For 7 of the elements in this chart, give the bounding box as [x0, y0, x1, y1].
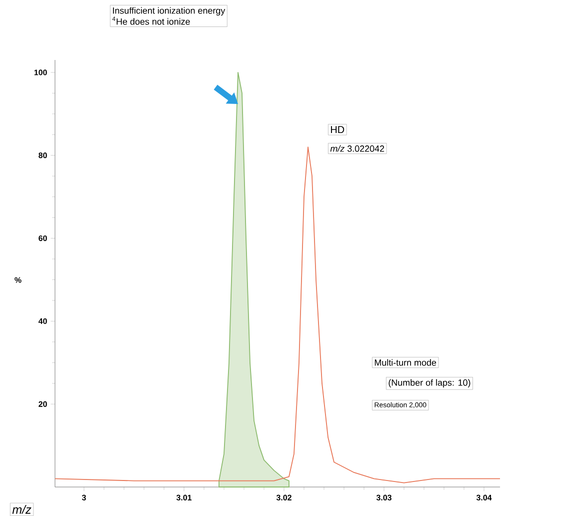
annotation: HD	[331, 126, 344, 134]
text: Insufficient ionization energy	[113, 7, 226, 16]
text: $^{4}$He does not ionize	[112, 16, 190, 25]
annotation: m/z 3.022042	[330, 145, 384, 152]
x-axis-title: m/z	[12, 505, 32, 514]
annotation: (Number of laps: 10)	[388, 379, 470, 388]
annotation: Multi-turn mode	[374, 359, 436, 366]
